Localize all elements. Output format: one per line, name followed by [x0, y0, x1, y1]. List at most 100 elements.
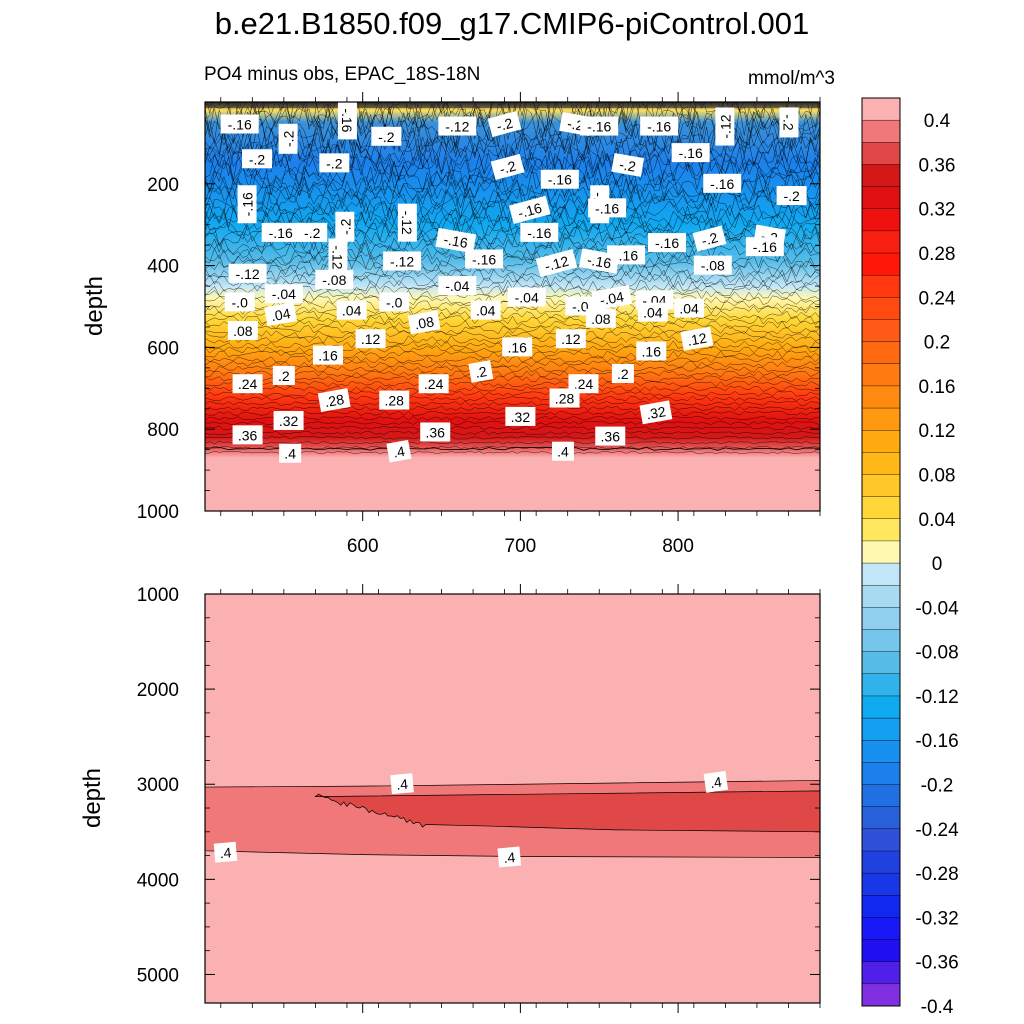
contour-label: -.12 — [397, 203, 417, 242]
colorbar-swatch — [861, 297, 901, 320]
contour-label: -.08 — [315, 269, 354, 289]
contour-line — [205, 425, 820, 431]
contour-line — [205, 263, 820, 279]
contour-line — [205, 195, 820, 220]
svg-text:-.16: -.16 — [527, 225, 551, 241]
colorbar-tick-label: -0.04 — [915, 598, 959, 619]
svg-text:-.16: -.16 — [228, 116, 252, 132]
svg-text:-.2: -.2 — [783, 188, 800, 204]
svg-text:-.16: -.16 — [586, 252, 613, 272]
contour-label: .12 — [355, 329, 386, 349]
colorbar-tick-label: 0 — [932, 554, 943, 575]
contour-label: .12 — [680, 326, 714, 351]
colorbar-tick-label: -0.08 — [915, 643, 958, 664]
bottom-panel-frame — [204, 593, 821, 1004]
svg-text:.36: .36 — [238, 427, 258, 443]
contour-label: .32 — [505, 406, 536, 426]
colorbar-swatch — [861, 474, 901, 498]
svg-text:-.16: -.16 — [516, 199, 544, 221]
surface-dense-lines — [205, 102, 820, 108]
colorbar-tick-label: 0.32 — [919, 200, 956, 221]
chart-subtitle: PO4 minus obs, EPAC_18S-18N — [204, 64, 481, 85]
contour-label: -.12 — [383, 251, 422, 271]
svg-text:-.2: -.2 — [498, 158, 518, 178]
svg-text:.2: .2 — [474, 363, 488, 381]
contour-label: .16 — [313, 345, 343, 365]
contour-label: -.16 — [671, 143, 710, 163]
x-tick-label: 700 — [505, 536, 537, 557]
svg-text:-.08: -.08 — [701, 258, 725, 274]
contour-line — [205, 375, 820, 383]
svg-text:.4: .4 — [392, 443, 406, 461]
contour-line — [205, 380, 820, 388]
contour-label: -.2 — [242, 149, 273, 169]
colorbar-swatch — [861, 629, 901, 653]
contour-label: -.12 — [438, 116, 477, 136]
svg-text:-.2: -.2 — [281, 130, 297, 147]
contour-label: .4 — [497, 846, 522, 868]
svg-text:-.16: -.16 — [587, 119, 611, 135]
svg-text:-.2: -.2 — [249, 151, 266, 167]
contour-label: -.2 — [371, 126, 402, 146]
contour-label: .4 — [390, 773, 414, 795]
contour-label: -.2 — [611, 152, 645, 177]
svg-text:.24: .24 — [238, 376, 258, 392]
colorbar-tick-label: -0.36 — [915, 953, 958, 974]
contour-line — [205, 451, 820, 454]
chart-title: b.e21.B1850.f09_g17.CMIP6-piControl.001 — [214, 6, 810, 41]
contour-label: -.0 — [224, 292, 255, 312]
svg-text:.04: .04 — [643, 305, 663, 321]
colorbar-tick-label: 0.36 — [919, 155, 956, 176]
colorbar-swatch — [861, 518, 901, 542]
contour-label: .2 — [611, 363, 634, 383]
colorbar-tick-label: -0.4 — [921, 997, 954, 1018]
svg-text:-.12: -.12 — [717, 114, 733, 138]
contour-label: -.16 — [520, 222, 559, 242]
svg-text:.32: .32 — [279, 413, 299, 429]
y-tick-label: 600 — [147, 338, 179, 359]
colorbar: 0.4 0.36 0.32 0.28 0.24 0.2 0.16 0.12 0.08 0.04 0 -… — [861, 97, 959, 1018]
contour-label: .32 — [639, 400, 673, 425]
colorbar-swatch — [861, 762, 901, 786]
contour-label: -.16 — [745, 237, 784, 257]
contour-label: .04 — [336, 300, 367, 320]
colorbar-tick-label: -0.24 — [915, 820, 959, 841]
colorbar-swatch — [861, 363, 901, 387]
svg-text:-.12: -.12 — [399, 211, 415, 235]
svg-text:.2: .2 — [278, 368, 290, 384]
y-tick-label: 2000 — [137, 680, 179, 701]
svg-text:-.16: -.16 — [240, 192, 256, 216]
colorbar-tick-label: -0.32 — [915, 908, 958, 929]
units-label: mmol/m^3 — [747, 68, 835, 89]
colorbar-swatch — [861, 850, 901, 874]
contour-line — [205, 274, 820, 288]
svg-text:.4: .4 — [284, 446, 296, 462]
contour-label: -.04 — [507, 287, 546, 307]
contour-line — [205, 365, 820, 373]
contour-label: .2 — [272, 366, 295, 386]
contour-label: -.16 — [435, 227, 477, 254]
svg-text:.24: .24 — [574, 376, 594, 392]
contour-label: -.16 — [640, 116, 679, 136]
svg-text:-.2: -.2 — [326, 155, 343, 171]
svg-text:-.16: -.16 — [339, 108, 355, 132]
x-tick-label: 600 — [347, 536, 379, 557]
svg-text:.04: .04 — [476, 303, 496, 319]
contour-line — [205, 435, 820, 440]
colorbar-tick-label: 0.24 — [919, 288, 956, 309]
colorbar-swatch — [861, 939, 901, 963]
svg-text:-.2: -.2 — [618, 156, 637, 175]
colorbar-swatch — [861, 961, 901, 985]
contour-line — [205, 360, 820, 368]
contour-label: -.16 — [588, 198, 627, 218]
svg-text:-.16: -.16 — [647, 119, 671, 135]
contour-label: -.16 — [648, 233, 687, 253]
colorbar-swatch — [861, 407, 901, 431]
contour-label: -.04 — [438, 276, 477, 296]
svg-text:-.16: -.16 — [710, 176, 734, 192]
colorbar-swatch — [861, 97, 901, 121]
svg-text:.04: .04 — [679, 301, 699, 317]
contour-line — [205, 400, 820, 407]
colorbar-swatch — [861, 673, 901, 697]
contour-label: -.04 — [591, 285, 633, 311]
